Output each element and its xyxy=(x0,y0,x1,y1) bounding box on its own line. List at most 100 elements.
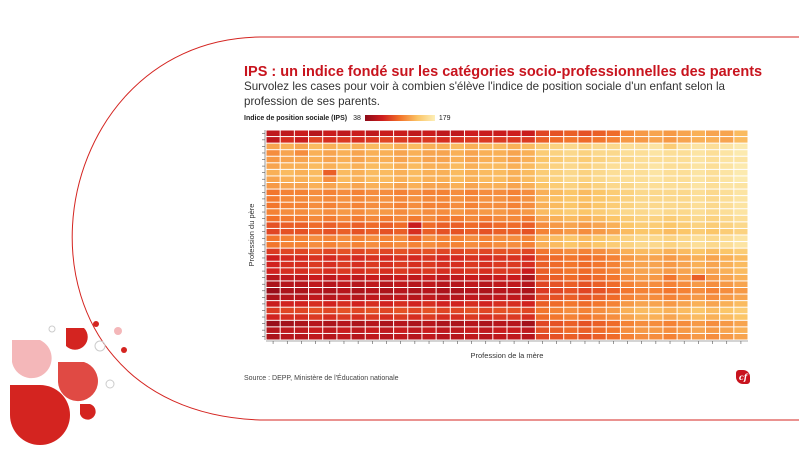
heatmap-cell[interactable] xyxy=(677,307,691,314)
heatmap-cell[interactable] xyxy=(323,268,337,274)
heatmap-cell[interactable] xyxy=(720,261,734,268)
heatmap-cell[interactable] xyxy=(337,196,351,202)
heatmap-cell[interactable] xyxy=(592,228,606,235)
heatmap-cell[interactable] xyxy=(479,242,493,248)
heatmap-cell[interactable] xyxy=(436,261,450,268)
heatmap-cell[interactable] xyxy=(535,156,550,163)
heatmap-cell[interactable] xyxy=(578,333,592,340)
heatmap-cell[interactable] xyxy=(436,301,450,307)
heatmap-cell[interactable] xyxy=(705,156,720,163)
heatmap-cell[interactable] xyxy=(705,320,720,327)
heatmap-cell[interactable] xyxy=(323,281,337,287)
heatmap-cell[interactable] xyxy=(493,248,507,255)
heatmap-cell[interactable] xyxy=(592,222,606,228)
heatmap-cell[interactable] xyxy=(550,183,564,189)
heatmap-cell[interactable] xyxy=(550,268,564,274)
heatmap-cell[interactable] xyxy=(394,169,408,176)
heatmap-cell[interactable] xyxy=(450,176,464,182)
heatmap-cell[interactable] xyxy=(535,242,550,248)
heatmap-cell[interactable] xyxy=(507,235,521,242)
heatmap-cell[interactable] xyxy=(620,150,635,156)
heatmap-cell[interactable] xyxy=(677,209,691,215)
heatmap-cell[interactable] xyxy=(422,314,436,320)
heatmap-cell[interactable] xyxy=(408,294,422,301)
heatmap-cell[interactable] xyxy=(663,156,677,163)
heatmap-cell[interactable] xyxy=(592,183,606,189)
heatmap-cell[interactable] xyxy=(734,242,748,248)
heatmap-cell[interactable] xyxy=(677,294,691,301)
heatmap-cell[interactable] xyxy=(592,169,606,176)
heatmap-cell[interactable] xyxy=(649,327,663,333)
heatmap-cell[interactable] xyxy=(677,156,691,163)
heatmap-cell[interactable] xyxy=(266,242,280,248)
heatmap-cell[interactable] xyxy=(564,196,578,202)
heatmap-cell[interactable] xyxy=(365,163,379,169)
heatmap-cell[interactable] xyxy=(280,183,294,189)
heatmap-cell[interactable] xyxy=(550,327,564,333)
heatmap-cell[interactable] xyxy=(408,130,422,137)
heatmap-cell[interactable] xyxy=(379,137,394,143)
heatmap-cell[interactable] xyxy=(394,301,408,307)
heatmap-cell[interactable] xyxy=(379,163,394,169)
heatmap-cell[interactable] xyxy=(663,320,677,327)
heatmap-cell[interactable] xyxy=(450,150,464,156)
heatmap-cell[interactable] xyxy=(436,307,450,314)
heatmap-cell[interactable] xyxy=(635,248,649,255)
heatmap-cell[interactable] xyxy=(450,274,464,281)
heatmap-cell[interactable] xyxy=(337,301,351,307)
heatmap-cell[interactable] xyxy=(323,261,337,268)
heatmap-cell[interactable] xyxy=(408,202,422,209)
heatmap-cell[interactable] xyxy=(479,301,493,307)
heatmap-cell[interactable] xyxy=(635,156,649,163)
heatmap-cell[interactable] xyxy=(606,242,620,248)
heatmap-cell[interactable] xyxy=(705,169,720,176)
heatmap-cell[interactable] xyxy=(649,169,663,176)
heatmap-cell[interactable] xyxy=(705,268,720,274)
heatmap-cell[interactable] xyxy=(294,215,309,222)
heatmap-cell[interactable] xyxy=(507,215,521,222)
heatmap-cell[interactable] xyxy=(337,183,351,189)
heatmap-cell[interactable] xyxy=(550,222,564,228)
heatmap-cell[interactable] xyxy=(507,261,521,268)
heatmap-cell[interactable] xyxy=(379,327,394,333)
heatmap-cell[interactable] xyxy=(578,169,592,176)
heatmap-cell[interactable] xyxy=(379,215,394,222)
heatmap-cell[interactable] xyxy=(535,143,550,150)
heatmap-cell[interactable] xyxy=(337,215,351,222)
heatmap-cell[interactable] xyxy=(408,222,422,228)
heatmap-cell[interactable] xyxy=(677,274,691,281)
heatmap-cell[interactable] xyxy=(379,143,394,150)
heatmap-cell[interactable] xyxy=(379,307,394,314)
heatmap-cell[interactable] xyxy=(337,261,351,268)
heatmap-cell[interactable] xyxy=(266,288,280,294)
heatmap-cell[interactable] xyxy=(550,255,564,261)
heatmap-cell[interactable] xyxy=(294,228,309,235)
heatmap-cell[interactable] xyxy=(663,327,677,333)
heatmap-cell[interactable] xyxy=(464,183,479,189)
heatmap-cell[interactable] xyxy=(309,169,323,176)
heatmap-cell[interactable] xyxy=(564,215,578,222)
heatmap-cell[interactable] xyxy=(606,281,620,287)
heatmap-cell[interactable] xyxy=(564,209,578,215)
heatmap-cell[interactable] xyxy=(365,235,379,242)
heatmap-cell[interactable] xyxy=(578,137,592,143)
heatmap-cell[interactable] xyxy=(365,156,379,163)
heatmap-cell[interactable] xyxy=(691,163,705,169)
heatmap-cell[interactable] xyxy=(294,242,309,248)
heatmap-cell[interactable] xyxy=(379,274,394,281)
heatmap-cell[interactable] xyxy=(507,130,521,137)
heatmap-cell[interactable] xyxy=(450,222,464,228)
heatmap-cell[interactable] xyxy=(578,176,592,182)
heatmap-cell[interactable] xyxy=(550,156,564,163)
heatmap-cell[interactable] xyxy=(309,189,323,196)
heatmap-cell[interactable] xyxy=(535,327,550,333)
heatmap-cell[interactable] xyxy=(705,137,720,143)
heatmap-cell[interactable] xyxy=(564,150,578,156)
heatmap-cell[interactable] xyxy=(535,281,550,287)
heatmap-cell[interactable] xyxy=(479,202,493,209)
heatmap-cell[interactable] xyxy=(408,176,422,182)
heatmap-cell[interactable] xyxy=(535,137,550,143)
heatmap-cell[interactable] xyxy=(620,314,635,320)
heatmap-cell[interactable] xyxy=(535,235,550,242)
heatmap-cell[interactable] xyxy=(408,137,422,143)
